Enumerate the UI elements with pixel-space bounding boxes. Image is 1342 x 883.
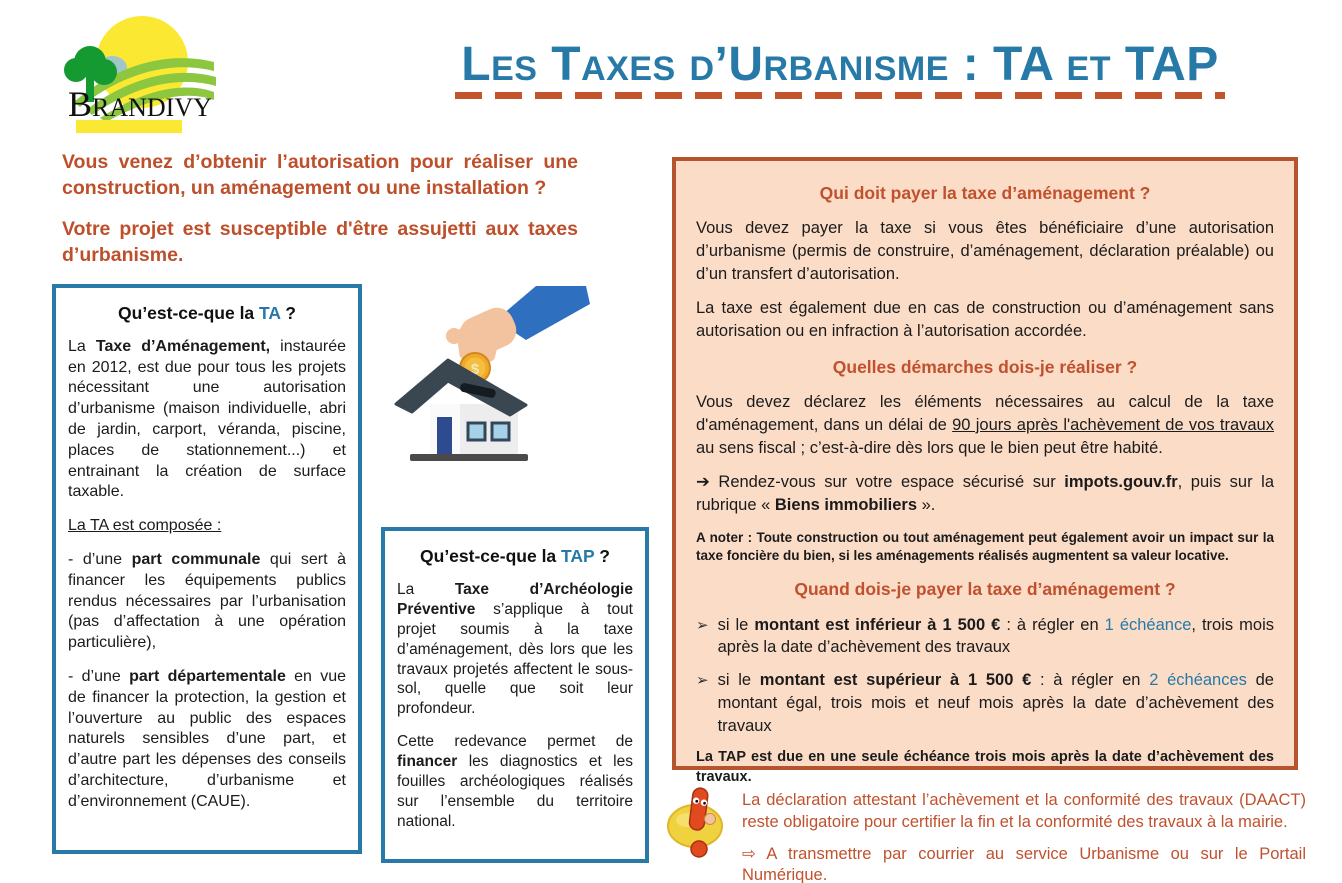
bullet-under-1500-text: si le montant est inférieur à 1 500 € : … (717, 615, 1274, 657)
title-dashed-underline (455, 92, 1225, 100)
who-pays-paragraph-2: La taxe est également due en cas de cons… (696, 299, 1274, 341)
ta-title-suffix: ? (280, 303, 296, 323)
tap-title-suffix: ? (594, 546, 610, 566)
tap-definition-box: Qu’est-ce-que la TAP ? La Taxe d’Archéol… (381, 527, 649, 863)
ta-definition-box: Qu’est-ce-que la TA ? La Taxe d’Aménagem… (52, 284, 362, 854)
tap-title-abbr: TAP (561, 546, 595, 566)
ta-title-abbr: TA (259, 303, 281, 323)
ta-paragraph-4: - d’une part départementale en vue de fi… (68, 667, 347, 810)
steps-paragraph-2: ➔ Rendez-vous sur votre espace sécurisé … (696, 473, 1274, 515)
bullet-item-over-1500: ➢ si le montant est supérieur à 1 500 € … (696, 669, 1274, 737)
page-title: Les Taxes d’Urbanisme : TA et TAP (461, 38, 1219, 91)
tap-title-prefix: Qu’est-ce-que la (420, 546, 562, 566)
bullet-over-1500-text: si le montant est supérieur à 1 500 € : … (717, 671, 1274, 735)
exclamation-mascot-icon (666, 786, 728, 862)
ta-title-prefix: Qu’est-ce-que la (118, 303, 260, 323)
note-paragraph: A noter : Toute construction ou tout amé… (696, 529, 1274, 564)
info-box: Qui doit payer la taxe d’aménagement ? V… (672, 157, 1298, 785)
intro-paragraph-1: Vous venez d’obtenir l’autorisation pour… (62, 151, 578, 199)
steps-paragraph-1: Vous devez déclarez les éléments nécessa… (696, 393, 1274, 457)
bullet-arrow-icon: ➢ (696, 616, 709, 634)
heading-who-pays: Qui doit payer la taxe d’aménagement ? (819, 183, 1151, 203)
tap-box-title: Qu’est-ce-que la TAP ? (397, 545, 633, 568)
heading-when-pay: Quand dois-je payer la taxe d’aménagemen… (794, 579, 1176, 600)
ta-paragraph-2: La TA est composée : (68, 517, 222, 535)
house-coin-icon: $ (394, 286, 590, 461)
tap-paragraph-2: Cette redevance permet de financer les d… (397, 733, 633, 831)
brandivy-logo-icon: BRANDIVY (64, 16, 216, 133)
ta-box-title: Qu’est-ce-que la TA ? (68, 302, 346, 325)
page-title-block: Les Taxes d’Urbanisme : TA et TAP (455, 38, 1225, 100)
ta-paragraph-3: - d’une part communale qui sert à financ… (68, 550, 346, 652)
who-pays-paragraph-1: Vous devez payer la taxe si vous êtes bé… (696, 219, 1274, 283)
bullet-item-under-1500: ➢ si le montant est inférieur à 1 500 € … (696, 614, 1274, 660)
footer-text: La déclaration attestant l’achèvement et… (742, 786, 1306, 883)
footer-paragraph-2: ⇨ A transmettre par courrier au service … (742, 844, 1307, 883)
house-savings-illustration: $ (388, 284, 590, 504)
ta-paragraph-1: La Taxe d’Aménagement, instaurée en 2012… (68, 337, 347, 501)
coin-dollar-symbol: $ (471, 361, 480, 378)
footer-note: La déclaration attestant l’achèvement et… (666, 786, 1306, 883)
tap-due-line: La TAP est due en une seule échéance tro… (696, 749, 1274, 786)
intro-paragraph-2: Votre projet est susceptible d'être assu… (62, 217, 578, 266)
tap-paragraph-1: La Taxe d’Archéologie Préventive s’appli… (397, 580, 633, 718)
heading-what-steps: Quelles démarches dois-je réaliser ? (832, 356, 1138, 377)
footer-paragraph-1: La déclaration attestant l’achèvement et… (742, 791, 1306, 831)
brandivy-logo: BRANDIVY (62, 4, 220, 140)
bullet-arrow-icon: ➢ (696, 672, 709, 690)
intro-text: Vous venez d’obtenir l’autorisation pour… (62, 150, 578, 284)
